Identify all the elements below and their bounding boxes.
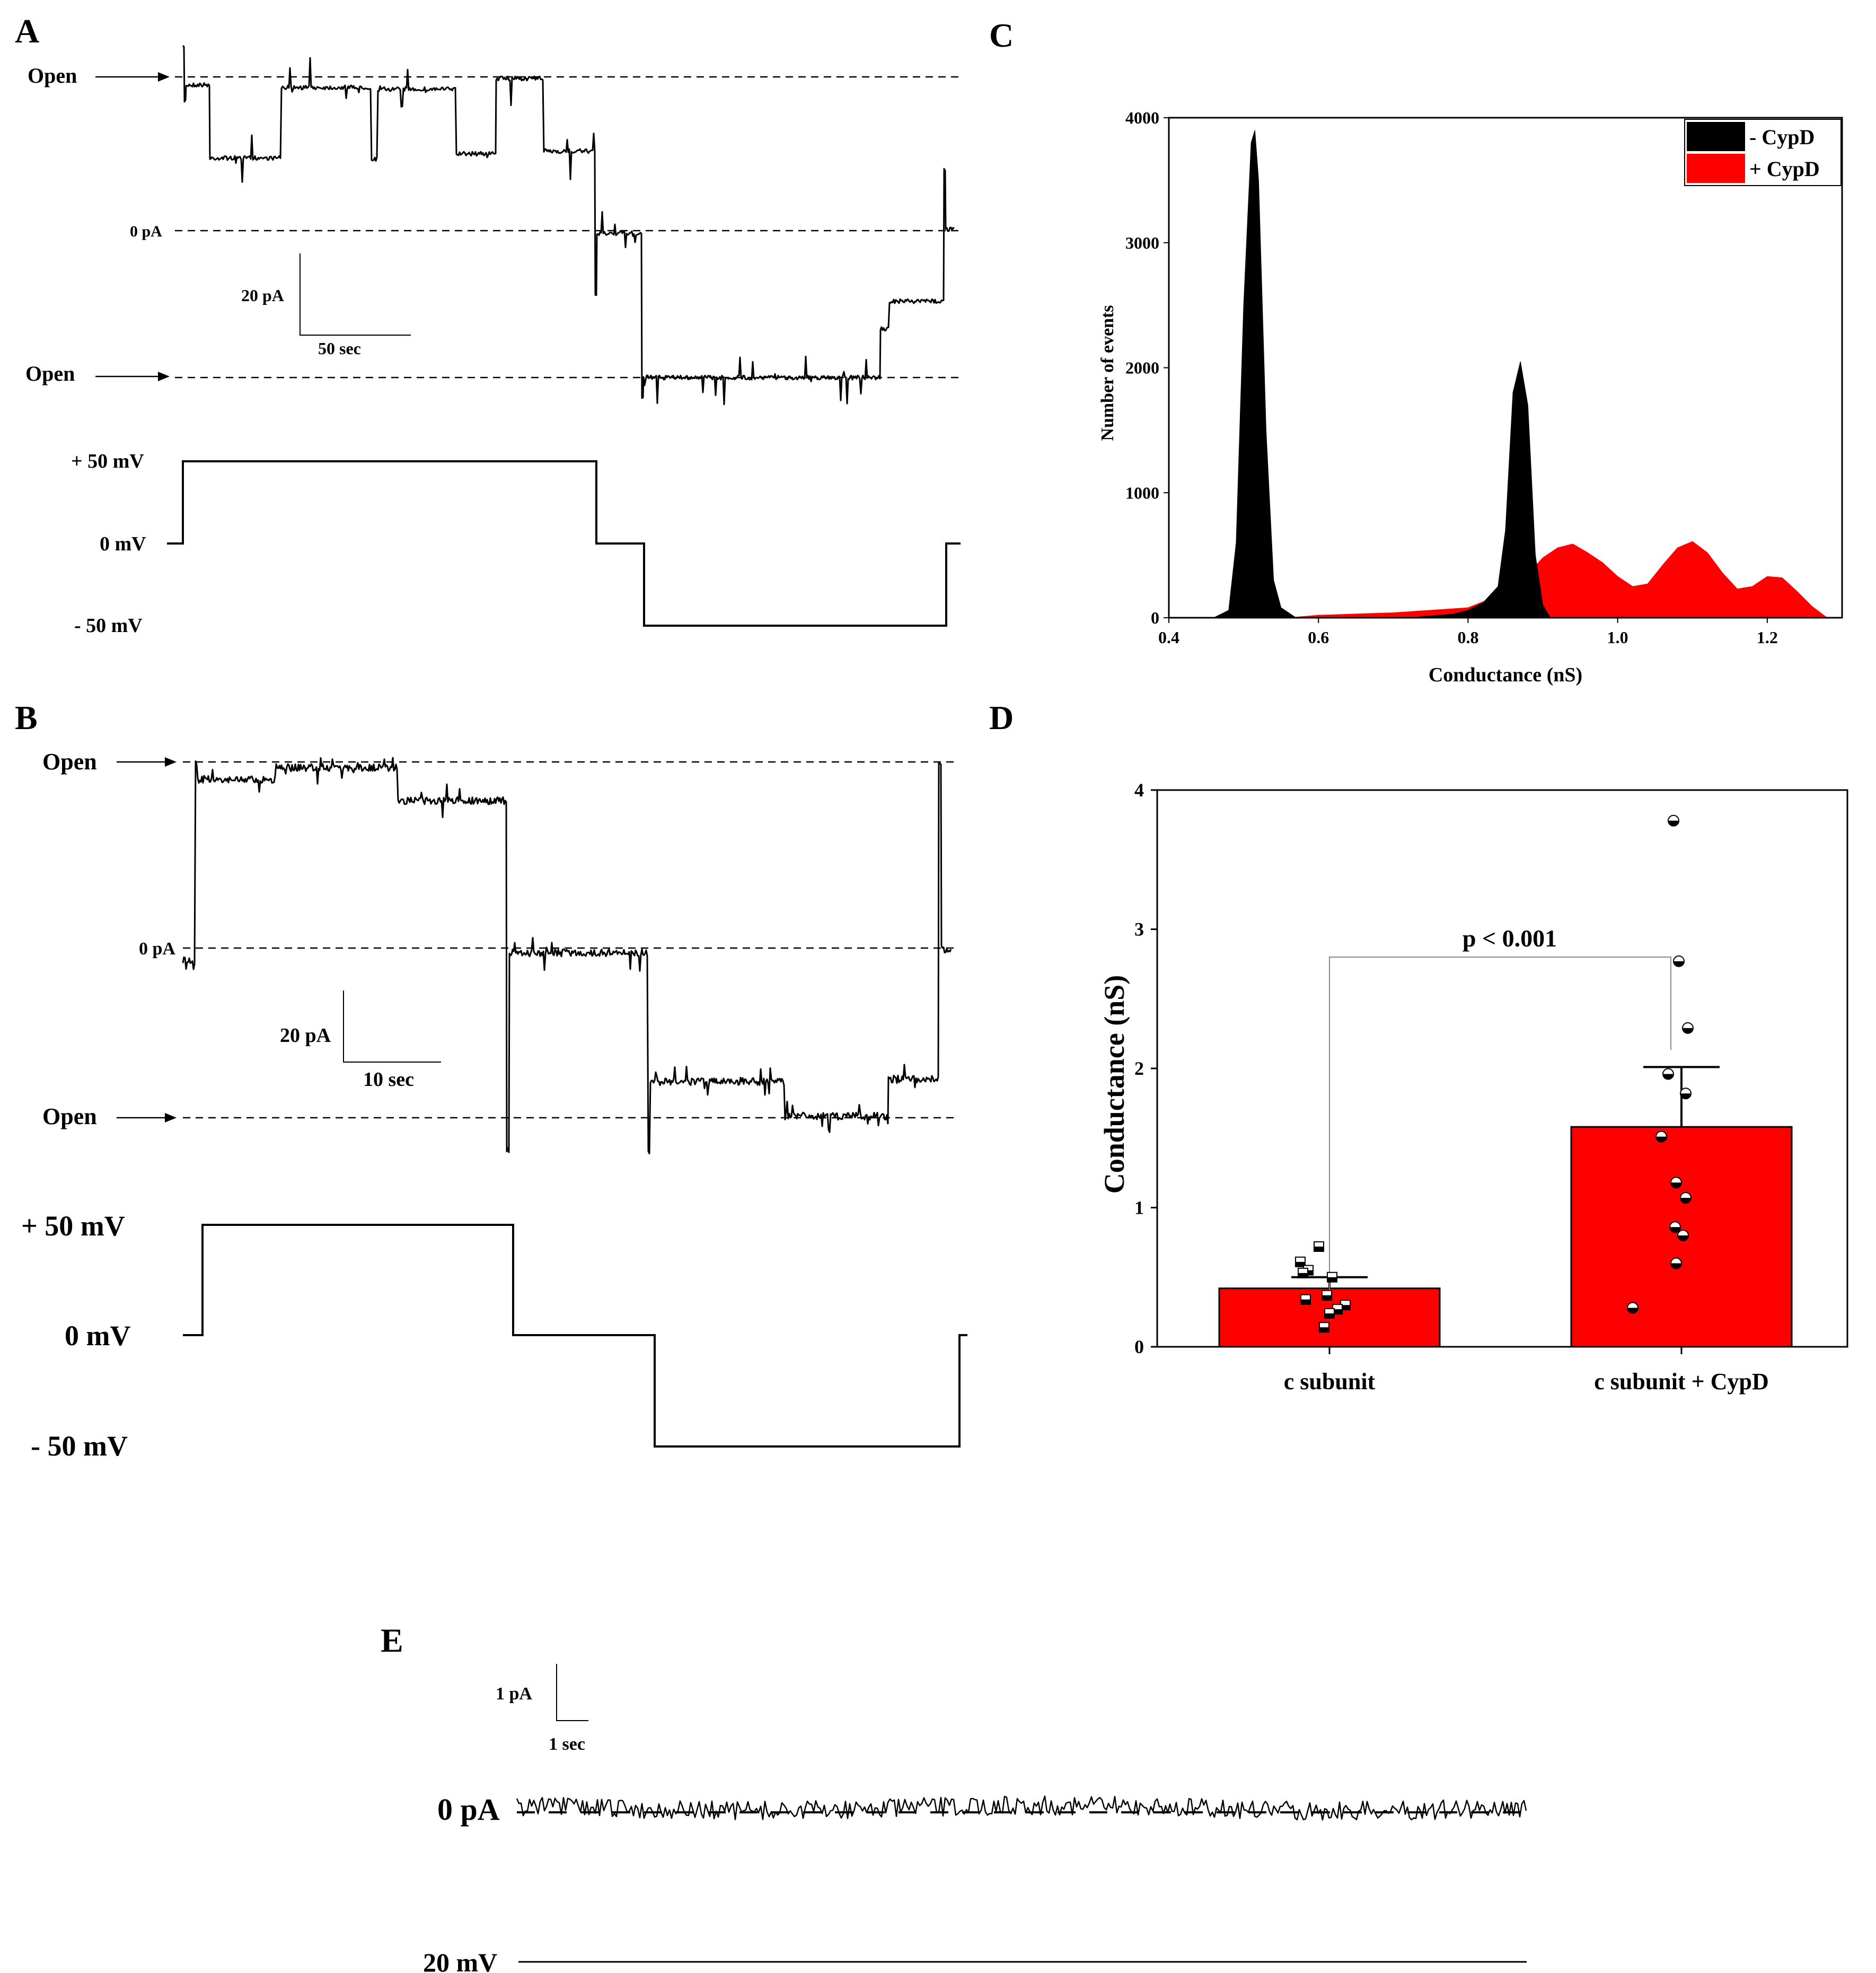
data-point-fill	[1683, 1028, 1693, 1033]
category-label: c subunit	[1284, 1369, 1376, 1395]
y-axis-label: Conductance (nS)	[1098, 975, 1130, 1194]
data-point-fill	[1627, 1308, 1638, 1313]
panel-a: A Open 0 pA Open 20 pA 50 sec + 50 mV 0 …	[15, 12, 961, 637]
legend: - CypD + CypD	[1684, 119, 1842, 186]
x-axis-label: Conductance (nS)	[1429, 664, 1582, 686]
data-point-fill	[1301, 1299, 1310, 1304]
y-tick-label: 2	[1134, 1058, 1144, 1079]
panel-d: D c subunit c subunit + CypD 0 1 2 3 4 Conducta…	[989, 699, 1848, 1395]
panel-a-voltage-protocol	[167, 460, 961, 627]
panel-b-voltage-low: - 50 mV	[31, 1430, 128, 1462]
data-point-fill	[1341, 1305, 1350, 1310]
panel-b-open-top-arrow	[117, 757, 177, 767]
y-tick-label: 4000	[1125, 108, 1159, 127]
panel-b-zero-label: 0 pA	[139, 939, 175, 959]
panel-b-scale-bar: 20 pA 10 sec	[280, 990, 441, 1091]
x-tick-label: 1.0	[1607, 628, 1628, 647]
data-point-fill	[1670, 1227, 1680, 1233]
panel-c: C 0.4 0.6 0.8 1.0 1.2 0 1000 2000 3000 4000 Conduc…	[989, 16, 1843, 686]
panel-e-scale-current: 1 pA	[496, 1684, 532, 1704]
legend-label: + CypD	[1749, 157, 1820, 181]
y-tick-label: 1	[1134, 1197, 1144, 1218]
y-tick-label: 1000	[1125, 483, 1159, 502]
panel-e-current-trace	[516, 1795, 1527, 1821]
data-point-fill	[1680, 1198, 1691, 1204]
panel-a-voltage-low: - 50 mV	[74, 615, 143, 637]
panel-a-scale-time: 50 sec	[318, 339, 361, 358]
data-point-fill	[1319, 1327, 1329, 1332]
data-point-fill	[1668, 820, 1679, 826]
panel-e-zero-label: 0 pA	[437, 1792, 500, 1827]
data-point-fill	[1322, 1295, 1332, 1300]
panel-c-letter: C	[989, 16, 1014, 54]
series-area-plus-cypd	[1288, 541, 1828, 618]
y-tick-label: 3000	[1125, 233, 1159, 252]
panel-a-letter: A	[15, 12, 39, 50]
panel-e: E 1 pA 1 sec 0 pA 20 mV	[381, 1621, 1527, 1973]
panel-b-scale-current: 20 pA	[280, 1024, 331, 1047]
panel-b-open-bottom-arrow	[117, 1113, 177, 1123]
panel-e-letter: E	[381, 1621, 403, 1659]
data-point-fill	[1671, 1263, 1681, 1269]
legend-swatch	[1687, 154, 1745, 183]
panel-e-scale-bar: 1 pA 1 sec	[496, 1664, 588, 1754]
legend-swatch	[1687, 122, 1745, 151]
y-tick-label: 0	[1134, 1336, 1144, 1357]
data-point-fill	[1678, 1235, 1688, 1241]
panel-b-voltage-high: + 50 mV	[21, 1210, 125, 1242]
panel-d-significance: p < 0.001	[1463, 925, 1557, 952]
panel-a-voltage-zero: 0 mV	[100, 533, 146, 555]
panel-c-histogram: 0.4 0.6 0.8 1.0 1.2 0 1000 2000 3000 4000 Conducta…	[1098, 108, 1843, 686]
x-tick-label: 0.4	[1158, 628, 1179, 647]
y-tick-label: 2000	[1125, 358, 1159, 378]
data-point-fill	[1327, 1277, 1337, 1282]
panel-d-letter: D	[989, 699, 1014, 736]
panel-b-voltage-protocol	[183, 1224, 967, 1448]
panel-b-current-trace	[182, 757, 952, 1154]
data-point-fill	[1671, 1182, 1681, 1188]
y-tick-label: 3	[1134, 919, 1144, 940]
data-point-fill	[1333, 1309, 1342, 1314]
data-point-fill	[1663, 1074, 1674, 1080]
panel-a-open-top-arrow	[95, 72, 170, 82]
data-point-fill	[1298, 1273, 1308, 1278]
data-point-fill	[1314, 1247, 1324, 1251]
data-point-fill	[1656, 1136, 1667, 1142]
x-tick-label: 1.2	[1757, 628, 1778, 647]
category-label: c subunit + CypD	[1594, 1369, 1769, 1395]
panel-a-voltage-high: + 50 mV	[71, 450, 144, 472]
x-tick-label: 0.8	[1457, 628, 1478, 647]
panel-d-bar-chart: c subunit c subunit + CypD 0 1 2 3 4 Conductanc…	[1098, 779, 1848, 1395]
y-axis-label: Number of events	[1098, 305, 1117, 441]
data-point-fill	[1680, 1093, 1691, 1099]
panel-b-voltage-zero: 0 mV	[65, 1320, 130, 1352]
legend-label: - CypD	[1749, 125, 1815, 149]
x-tick-label: 0.6	[1308, 628, 1329, 647]
panel-a-zero-label: 0 pA	[130, 223, 162, 240]
panel-b-open-top-label: Open	[42, 749, 97, 775]
panel-a-current-trace	[182, 45, 955, 405]
panel-b-open-bottom-label: Open	[42, 1103, 97, 1129]
panel-b: B Open 0 pA Open 20 pA 10 sec + 50 mV 0 …	[15, 699, 967, 1462]
panel-a-scale-bar: 20 pA 50 sec	[241, 253, 411, 358]
data-point-fill	[1296, 1261, 1305, 1267]
series-area-minus-cypd	[1213, 130, 1551, 618]
y-tick-label: 4	[1134, 779, 1144, 801]
panel-a-open-top-label: Open	[28, 64, 77, 87]
panel-e-scale-time: 1 sec	[549, 1734, 585, 1754]
panel-a-open-bottom-label: Open	[25, 362, 75, 385]
panel-e-voltage-label: 20 mV	[423, 1948, 497, 1973]
panel-b-scale-time: 10 sec	[363, 1068, 414, 1091]
y-tick-label: 0	[1151, 608, 1159, 627]
significance-bracket	[1329, 957, 1671, 1290]
data-point-fill	[1325, 1313, 1334, 1318]
panel-a-open-bottom-arrow	[95, 372, 170, 381]
panel-b-letter: B	[15, 699, 38, 736]
panel-a-scale-current: 20 pA	[241, 286, 284, 305]
data-point-fill	[1674, 961, 1684, 967]
